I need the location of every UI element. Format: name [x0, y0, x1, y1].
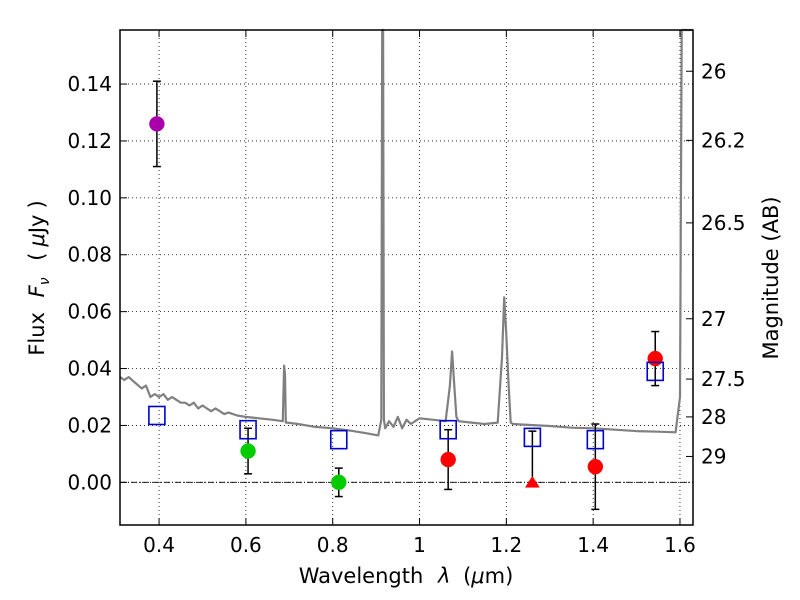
x-ticks: 0.4 0.6 0.8 1 1.2 1.4 1.6 [143, 30, 696, 557]
model-spectrum [119, 28, 693, 437]
observed-red-point [587, 458, 604, 475]
y-tick-label: 0.00 [67, 470, 112, 494]
y2-tick-label: 27.5 [701, 367, 746, 391]
model-photometry-point [148, 405, 166, 426]
y2-tick-label: 29 [701, 444, 726, 468]
model-photometry-point [329, 429, 348, 450]
plot-frame [119, 29, 694, 526]
y-tick-label: 0.14 [67, 72, 112, 96]
x-tick-label: 1 [413, 533, 426, 557]
y2-tick-label: 26.2 [701, 128, 746, 152]
y-axis-label-paren: ( [25, 253, 49, 261]
y-axis-label-subscript: ν [37, 277, 53, 285]
y-axis-label: Flux Fν ( μJy) [25, 200, 54, 355]
observed-green-point [240, 443, 256, 459]
y-axis-label-unit: Jy [25, 215, 49, 236]
y-tick-label: 0.02 [67, 413, 112, 437]
x-tick-label: 1.2 [490, 533, 522, 557]
observed-red-point [647, 350, 663, 367]
x-axis-label-paren: ( [463, 564, 471, 588]
x-axis-label: Wavelength λ (μm) [299, 564, 514, 588]
x-tick-label: 0.4 [143, 533, 175, 557]
y-axis-label-paren-close: ) [25, 200, 49, 208]
x-axis-label-mu: μ [470, 564, 484, 588]
y2-tick-label: 27 [701, 307, 726, 331]
x-tick-label: 0.8 [317, 533, 349, 557]
x-axis-label-text: Wavelength [299, 564, 424, 588]
x-tick-label: 1.6 [664, 533, 696, 557]
y-axis-label-symbol: F [25, 284, 49, 297]
observed-violet-point [149, 116, 165, 132]
y2-tick-label: 28 [701, 405, 726, 429]
data-markers [148, 116, 665, 491]
observed-green-point [331, 474, 347, 491]
y-axis-label-mu: μ [25, 233, 49, 247]
y-tick-label: 0.08 [67, 243, 112, 267]
model-photometry-point [646, 361, 665, 382]
y-ticks: 0.00 0.02 0.04 0.06 0.08 0.10 0.12 0.14 [67, 72, 127, 494]
y2-ticks: 26 26.2 26.5 27 27.5 28 29 [686, 59, 746, 468]
y2-axis-label: Magnitude (AB) [759, 196, 783, 359]
x-axis-label-symbol: λ [437, 564, 450, 588]
model-photometry-point [523, 427, 542, 448]
upper-limit-point [524, 475, 540, 488]
x-tick-label: 0.6 [230, 533, 262, 557]
model-photometry-point [586, 429, 605, 450]
y2-tick-label: 26 [701, 59, 726, 83]
model-photometry-point [439, 419, 457, 440]
y-axis-label-text: Flux [25, 312, 49, 356]
observed-red-point [440, 451, 456, 468]
y-tick-label: 0.06 [67, 300, 112, 324]
model-spectrum-line [119, 28, 693, 437]
y2-tick-label: 26.5 [701, 211, 746, 235]
x-axis-label-unit: m) [485, 564, 514, 588]
x-tick-label: 1.4 [577, 533, 609, 557]
y-tick-label: 0.12 [67, 129, 112, 153]
y-tick-label: 0.04 [67, 357, 112, 381]
model-photometry-point [239, 419, 257, 440]
y-tick-label: 0.10 [67, 186, 112, 210]
grid [120, 30, 693, 525]
